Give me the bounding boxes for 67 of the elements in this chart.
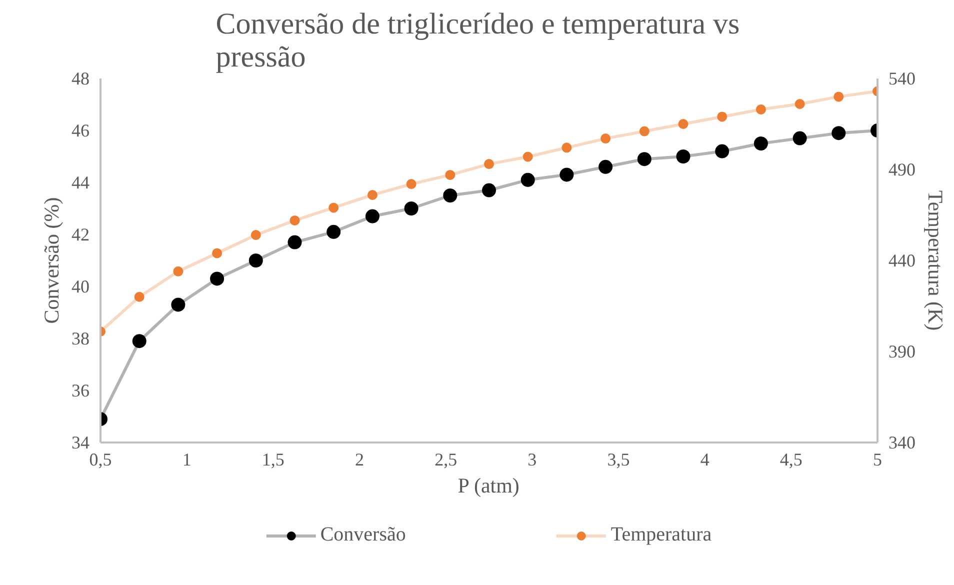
x-tick-label: 1 [182, 450, 192, 470]
point [678, 119, 688, 129]
y-tick-label: 36 [72, 380, 90, 400]
point [484, 159, 494, 170]
point [715, 144, 730, 158]
point [522, 152, 533, 162]
x-tick-label: 2 [355, 450, 364, 470]
point [560, 168, 574, 182]
point [212, 248, 222, 258]
point [326, 224, 341, 239]
point [365, 209, 380, 224]
legend-label: Temperatura [610, 524, 712, 546]
y-tick-label: 42 [72, 224, 90, 244]
legend-label: Conversão [320, 524, 406, 546]
y2-tick-label: 390 [888, 342, 916, 362]
x-tick-label: 2,5 [434, 450, 458, 470]
y2-axis-title: Temperatura (K) [924, 190, 948, 331]
point [792, 131, 807, 146]
point [520, 172, 535, 187]
point [250, 230, 261, 240]
point [171, 298, 186, 312]
y2-tick-label: 440 [888, 250, 916, 270]
y-tick-label: 40 [72, 276, 90, 296]
x-tick-label: 0,5 [89, 450, 112, 470]
point [756, 104, 766, 114]
chart-title: Conversão de triglicerídeo e temperatura vs pressão [216, 8, 740, 74]
x-tick-label: 3,5 [607, 450, 630, 470]
point [173, 266, 184, 276]
point [406, 179, 416, 190]
x-tick-label: 1,5 [262, 450, 284, 470]
point [248, 254, 263, 268]
x-tick-label: 4,5 [780, 450, 802, 470]
y-tick-label: 48 [72, 68, 90, 88]
point [134, 292, 144, 302]
point [639, 126, 650, 136]
y-tick-label: 34 [72, 432, 90, 452]
x-tick-label: 4 [700, 450, 710, 470]
point [482, 183, 496, 198]
point [637, 152, 652, 166]
y2-tick-label: 340 [888, 432, 916, 452]
x-axis-title: P (atm) [458, 474, 520, 498]
x-tick-label: 5 [873, 450, 882, 470]
x-tick-label: 3 [528, 450, 537, 470]
y2-tick-label: 540 [888, 68, 916, 88]
y-tick-label: 44 [72, 172, 90, 192]
point [717, 112, 728, 122]
point [794, 98, 805, 109]
point [445, 170, 456, 180]
y-tick-label: 46 [72, 120, 90, 140]
point [132, 334, 146, 348]
y2-tick-label: 490 [888, 160, 916, 180]
point [600, 134, 611, 144]
point [404, 202, 418, 216]
point [210, 272, 224, 286]
point [443, 188, 458, 202]
point [562, 142, 572, 153]
point [676, 150, 690, 164]
point [754, 136, 768, 150]
point [290, 215, 300, 226]
point [288, 235, 302, 250]
point [834, 92, 844, 102]
point [832, 126, 846, 140]
y-tick-label: 38 [72, 328, 90, 348]
point [328, 202, 339, 213]
point [367, 190, 378, 200]
y-axis-title: Conversão (%) [40, 197, 64, 324]
point [598, 160, 613, 174]
